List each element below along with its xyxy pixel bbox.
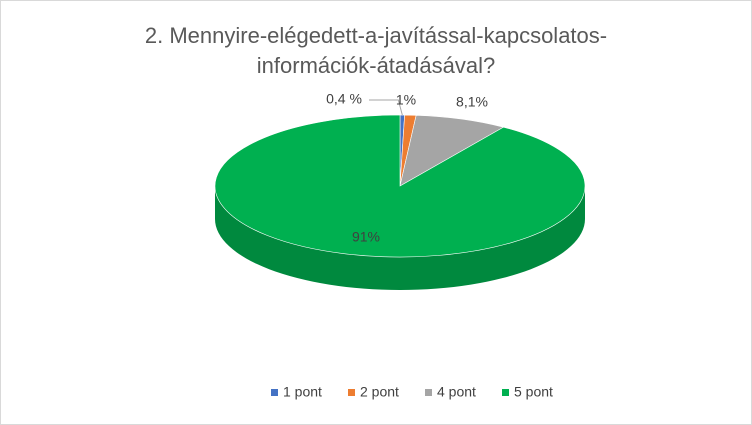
data-label: 91%	[352, 229, 380, 245]
data-label: 1%	[396, 92, 416, 108]
legend-label: 4 pont	[437, 384, 476, 400]
pie-slice	[399, 114, 505, 187]
legend-swatch	[502, 389, 509, 396]
legend-label: 1 pont	[283, 384, 322, 400]
legend-swatch	[348, 389, 355, 396]
pie-side	[215, 186, 585, 290]
chart-title: 2. Mennyire-elégedett-a-javítással-kapcs…	[144, 23, 608, 78]
data-label: 8,1%	[456, 94, 488, 110]
data-label: 0,4 %	[326, 91, 362, 107]
legend-label: 5 pont	[514, 384, 553, 400]
legend-label: 2 pont	[360, 384, 399, 400]
legend-swatch	[425, 389, 432, 396]
pie-slice	[214, 114, 586, 258]
legend-swatch	[271, 389, 278, 396]
leader-line	[369, 99, 403, 116]
